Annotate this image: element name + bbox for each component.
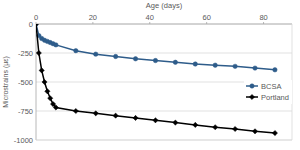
point-marker bbox=[272, 130, 277, 135]
y-tick-label: 0 bbox=[29, 20, 33, 29]
x-tick-label: 80 bbox=[259, 13, 267, 22]
point-marker bbox=[53, 105, 58, 110]
point-marker bbox=[74, 48, 78, 52]
legend: BCSA Portland bbox=[244, 80, 292, 104]
point-marker bbox=[233, 64, 237, 68]
x-tick bbox=[263, 22, 264, 24]
point-marker bbox=[253, 66, 257, 70]
point-marker bbox=[213, 63, 217, 67]
y-tick-label: -750 bbox=[18, 107, 33, 116]
x-axis-line bbox=[36, 24, 292, 25]
point-marker bbox=[213, 125, 218, 130]
x-tick bbox=[92, 22, 93, 24]
legend-marker bbox=[249, 94, 254, 99]
point-marker bbox=[73, 108, 78, 113]
x-tick bbox=[149, 22, 150, 24]
legend-marker bbox=[250, 84, 254, 88]
x-tick bbox=[206, 22, 207, 24]
point-marker bbox=[133, 57, 137, 61]
series-line bbox=[36, 24, 275, 70]
legend-label: Portland bbox=[261, 93, 289, 102]
legend-label: BCSA bbox=[261, 82, 281, 91]
grid-line bbox=[36, 24, 292, 25]
x-tick bbox=[36, 22, 37, 24]
point-marker bbox=[113, 113, 118, 118]
y-axis-title: Microstrains (µε) bbox=[2, 56, 10, 108]
plot-area bbox=[36, 24, 278, 136]
point-marker bbox=[36, 24, 39, 27]
grid-line bbox=[36, 140, 292, 141]
series-line bbox=[36, 24, 275, 133]
point-marker bbox=[173, 60, 177, 64]
y-tick-label: -500 bbox=[18, 78, 33, 87]
x-tick-label: 60 bbox=[202, 13, 210, 22]
plot-frame bbox=[36, 140, 292, 141]
point-marker bbox=[36, 24, 38, 26]
point-marker bbox=[45, 89, 50, 94]
point-marker bbox=[193, 62, 197, 66]
point-marker bbox=[54, 43, 58, 47]
point-marker bbox=[233, 126, 238, 131]
point-marker bbox=[113, 54, 117, 58]
point-marker bbox=[252, 129, 257, 134]
point-marker bbox=[153, 58, 157, 62]
point-marker bbox=[42, 79, 47, 84]
x-tick-label: 20 bbox=[89, 13, 97, 22]
point-marker bbox=[94, 52, 98, 56]
point-marker bbox=[36, 50, 41, 55]
point-marker bbox=[39, 68, 44, 73]
point-marker bbox=[133, 115, 138, 120]
chart: 0 -250 -500 -750 -1000 0 20 40 60 80 Age (days) Mic… bbox=[0, 0, 300, 150]
point-marker bbox=[193, 122, 198, 127]
y-tick-label: -250 bbox=[18, 49, 33, 58]
x-tick-label: 40 bbox=[146, 13, 154, 22]
point-marker bbox=[93, 111, 98, 116]
x-axis-title: Age (days) bbox=[146, 1, 183, 10]
legend-box bbox=[244, 80, 292, 104]
point-marker bbox=[48, 96, 53, 101]
y-tick-label: -1000 bbox=[14, 136, 33, 145]
point-marker bbox=[173, 120, 178, 125]
point-marker bbox=[153, 118, 158, 123]
x-tick-label: 0 bbox=[34, 13, 38, 22]
point-marker bbox=[273, 68, 277, 72]
y-axis-line bbox=[36, 24, 37, 140]
